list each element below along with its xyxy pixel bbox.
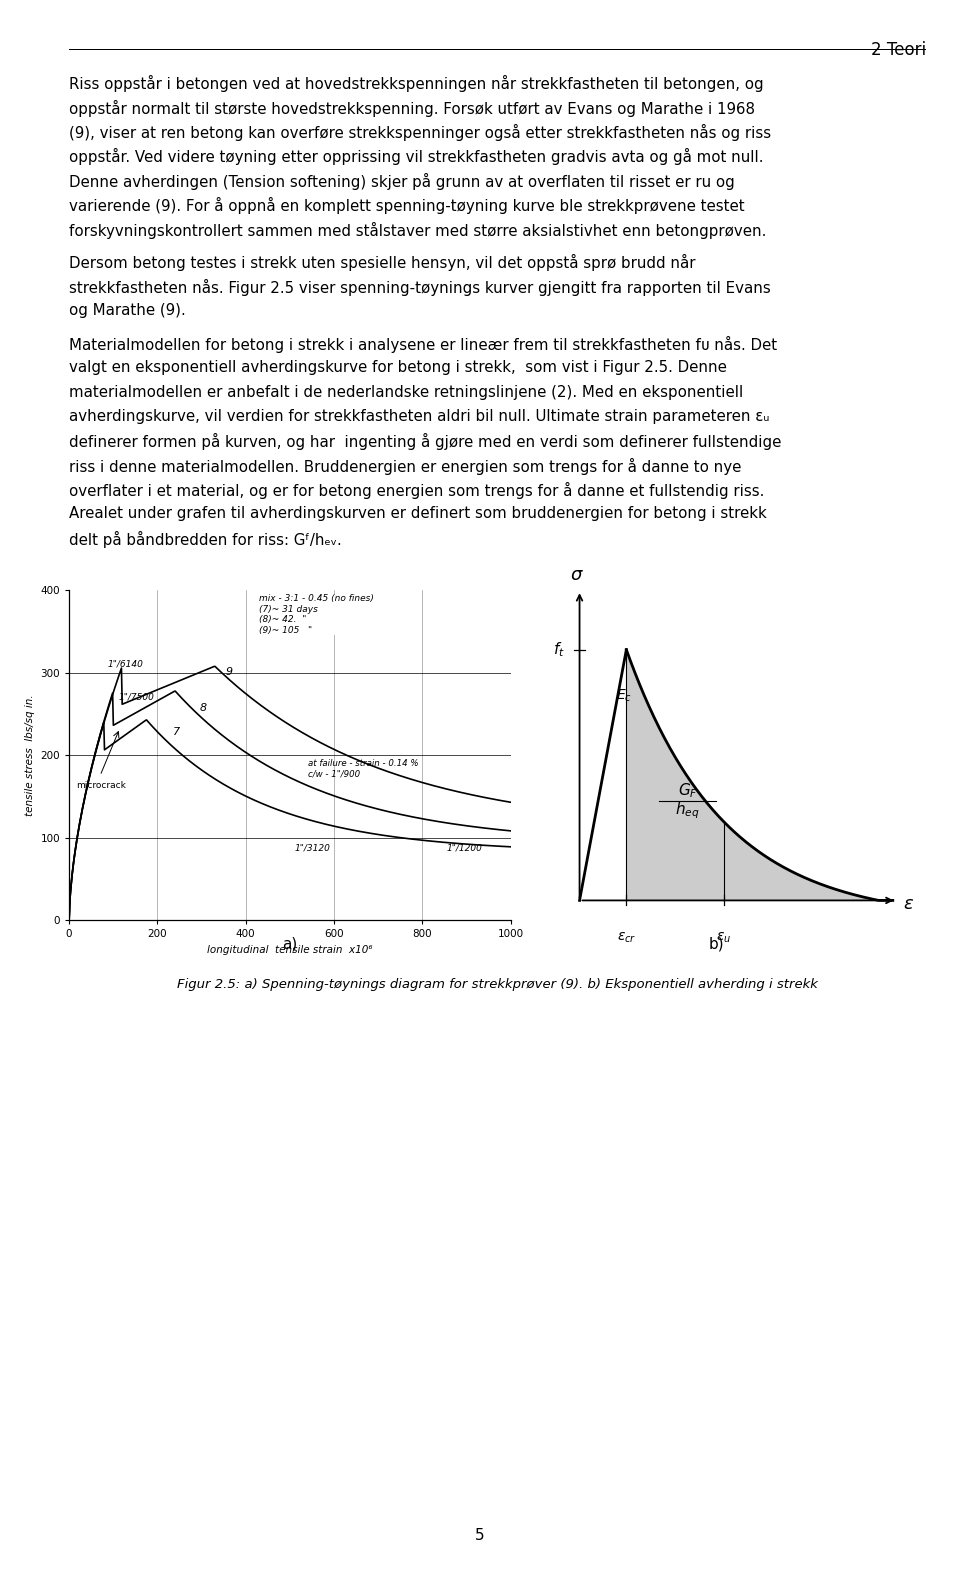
- Text: forskyvningskontrollert sammen med stålstaver med større aksialstivhet enn beton: forskyvningskontrollert sammen med ståls…: [69, 222, 766, 239]
- Text: (9), viser at ren betong kan overføre strekkspenninger også etter strekkfasthete: (9), viser at ren betong kan overføre st…: [69, 124, 771, 141]
- Text: microcrack: microcrack: [76, 781, 126, 790]
- Text: $f_t$: $f_t$: [553, 641, 565, 660]
- Text: oppstår. Ved videre tøyning etter opprissing vil strekkfastheten gradvis avta og: oppstår. Ved videre tøyning etter oppris…: [69, 149, 763, 165]
- Text: avherdingskurve, vil verdien for strekkfastheten aldri bil null. Ultimate strain: avherdingskurve, vil verdien for strekkf…: [69, 408, 770, 424]
- Text: 8: 8: [200, 702, 206, 713]
- Text: 1"/7500: 1"/7500: [119, 693, 155, 702]
- Text: valgt en eksponentiell avherdingskurve for betong i strekk,  som vist i Figur 2.: valgt en eksponentiell avherdingskurve f…: [69, 360, 727, 375]
- Text: strekkfastheten nås. Figur 2.5 viser spenning-tøynings kurver gjengitt fra rappo: strekkfastheten nås. Figur 2.5 viser spe…: [69, 278, 771, 295]
- Text: b): b): [708, 936, 724, 952]
- Text: mix - 3:1 - 0.45 (no fines)
(7)~ 31 days
(8)~ 42.  "
(9)~ 105   ": mix - 3:1 - 0.45 (no fines) (7)~ 31 days…: [259, 594, 373, 635]
- Text: Figur 2.5: a) Spenning-tøynings diagram for strekkprøver (9). b) Eksponentiell a: Figur 2.5: a) Spenning-tøynings diagram …: [178, 979, 818, 991]
- Text: 9: 9: [226, 668, 233, 677]
- Text: og Marathe (9).: og Marathe (9).: [69, 303, 186, 317]
- Text: Denne avherdingen (⁠Tension softening⁠) skjer på grunn av at overflaten til riss: Denne avherdingen (⁠Tension softening⁠) …: [69, 173, 734, 190]
- Text: Materialmodellen for betong i strekk i analysene er lineær frem til strekkfasthe: Materialmodellen for betong i strekk i a…: [69, 336, 778, 353]
- Text: Dersom betong testes i strekk uten spesielle hensyn, vil det oppstå sprø brudd n: Dersom betong testes i strekk uten spesi…: [69, 255, 696, 272]
- Text: riss i denne materialmodellen. Bruddenergien er energien som trengs for å danne : riss i denne materialmodellen. Bruddener…: [69, 457, 741, 474]
- X-axis label: longitudinal  tensile strain  x10⁶: longitudinal tensile strain x10⁶: [207, 944, 372, 955]
- Text: 2 Teori: 2 Teori: [872, 41, 926, 58]
- Text: 1"/6140: 1"/6140: [108, 660, 144, 668]
- Text: materialmodellen er anbefalt i de nederlandske retningslinjene (2). Med en ekspo: materialmodellen er anbefalt i de nederl…: [69, 385, 743, 399]
- Text: σ: σ: [570, 566, 582, 584]
- Text: 1"/1200: 1"/1200: [446, 844, 483, 853]
- Text: delt på båndbredden for riss: Gᶠ/hₑᵥ.: delt på båndbredden for riss: Gᶠ/hₑᵥ.: [69, 531, 342, 548]
- Text: $ε_u$: $ε_u$: [716, 930, 732, 944]
- Text: $ε_{cr}$: $ε_{cr}$: [616, 930, 636, 944]
- Text: a): a): [282, 936, 298, 952]
- Text: Arealet under grafen til avherdingskurven er definert som bruddenergien for beto: Arealet under grafen til avherdingskurve…: [69, 506, 767, 522]
- Text: 7: 7: [173, 727, 180, 737]
- Text: varierende (9). For å oppnå en komplett spenning-tøyning kurve ble strekkprøvene: varierende (9). For å oppnå en komplett …: [69, 198, 745, 214]
- Text: definerer formen på kurven, og har  ingenting å gjøre med en verdi som definerer: definerer formen på kurven, og har ingen…: [69, 434, 781, 451]
- Y-axis label: tensile stress  lbs/sq in.: tensile stress lbs/sq in.: [25, 694, 35, 815]
- Text: 5: 5: [475, 1527, 485, 1543]
- Text: $G_F$
$h_{eq}$: $G_F$ $h_{eq}$: [675, 782, 700, 822]
- Text: overflater i et material, og er for betong energien som trengs for å danne et fu: overflater i et material, og er for beto…: [69, 482, 764, 500]
- Polygon shape: [626, 650, 893, 900]
- Text: oppstår normalt til største hovedstrekkspenning. Forsøk utført av Evans og Marat: oppstår normalt til største hovedstrekks…: [69, 101, 756, 116]
- Text: at failure - strain - 0.14 %
c/w - 1"/900: at failure - strain - 0.14 % c/w - 1"/90…: [307, 759, 419, 779]
- Text: Riss oppstår i betongen ved at hovedstrekkspenningen når strekkfastheten til bet: Riss oppstår i betongen ved at hovedstre…: [69, 75, 764, 93]
- Text: 1"/3120: 1"/3120: [295, 844, 330, 853]
- Text: ε: ε: [903, 895, 913, 913]
- Text: $E_c$: $E_c$: [615, 688, 632, 704]
